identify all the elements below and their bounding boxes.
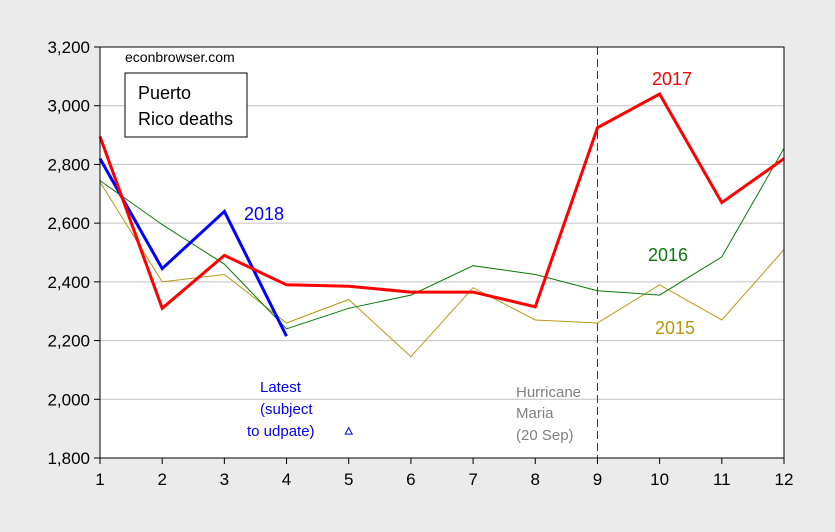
series-lines (98, 91, 785, 358)
title-line-2: Rico deaths (138, 109, 233, 129)
x-tick-label: 5 (344, 470, 353, 489)
hurricane-line-3: (20 Sep) (516, 427, 574, 444)
hurricane-line-1: Hurricane (516, 384, 581, 401)
latest-marker (344, 426, 354, 435)
y-tick-label: 2,400 (47, 273, 90, 292)
series-label-2016: 2016 (648, 245, 688, 265)
y-tick-label: 3,000 (47, 97, 90, 116)
x-tick-label: 11 (713, 470, 731, 489)
x-tick-label: 4 (282, 470, 291, 489)
y-tick-label: 3,200 (47, 38, 90, 57)
series-label-2015: 2015 (655, 318, 695, 338)
plot-frame (99, 46, 785, 459)
latest-line-3: to udpate) (247, 423, 315, 440)
y-tick-label: 2,200 (47, 332, 90, 351)
series-label-2017: 2017 (652, 69, 692, 89)
series-line-2017 (98, 91, 785, 311)
series-line-2016 (99, 148, 785, 330)
y-tick-label: 1,800 (47, 449, 90, 468)
source-label: econbrowser.com (125, 49, 235, 65)
y-tick-label: 2,800 (47, 155, 90, 174)
x-tick-label: 6 (406, 470, 415, 489)
y-tick-label: 2,600 (47, 214, 90, 233)
x-tick-label: 10 (650, 470, 669, 489)
latest-line-2: (subject (260, 401, 313, 418)
x-tick-label: 1 (95, 470, 104, 489)
x-tick-label: 8 (531, 470, 540, 489)
x-tick-label: 3 (220, 470, 229, 489)
series-line-2018 (98, 157, 288, 337)
x-tick-label: 2 (157, 470, 166, 489)
x-tick-label: 7 (468, 470, 477, 489)
series-line-2015 (99, 181, 785, 358)
latest-line-1: Latest (260, 379, 302, 396)
axes: 1,800 2,000 2,200 2,400 2,600 2,800 3,000 3,200… (47, 38, 793, 489)
x-tick-label: 9 (593, 470, 602, 489)
title-box: Puerto Rico deaths (124, 72, 248, 138)
title-line-1: Puerto (138, 83, 191, 103)
y-tick-label: 2,000 (47, 390, 90, 409)
x-tick-label: 12 (775, 470, 794, 489)
hurricane-line-2: Maria (516, 405, 554, 422)
series-label-2018: 2018 (244, 204, 284, 224)
